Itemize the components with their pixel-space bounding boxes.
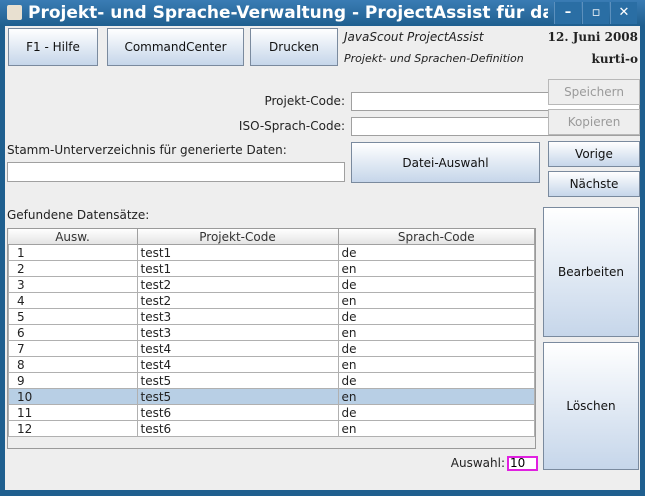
cell-project-code[interactable]: test6: [136, 404, 339, 421]
table-row[interactable]: 6 test3 en: [8, 324, 535, 341]
table-row[interactable]: 8 test4 en: [8, 356, 535, 373]
help-button[interactable]: F1 - Hilfe: [8, 28, 98, 66]
edit-button[interactable]: Bearbeiten: [543, 207, 639, 337]
previous-button[interactable]: Vorige: [548, 141, 640, 167]
table-row[interactable]: 1 test1 de: [8, 244, 535, 261]
cell-language-code[interactable]: en: [337, 324, 535, 341]
column-header-language-code[interactable]: Sprach-Code: [338, 229, 535, 245]
title-bar[interactable]: Projekt- und Sprache-Verwaltung - Projec…: [0, 0, 645, 26]
cell-language-code[interactable]: de: [337, 244, 535, 261]
table-row[interactable]: 5 test3 de: [8, 308, 535, 325]
cell-selection[interactable]: 8: [8, 356, 138, 373]
cell-project-code[interactable]: test5: [136, 372, 339, 389]
cell-selection[interactable]: 4: [8, 292, 138, 309]
cell-selection[interactable]: 5: [8, 308, 138, 325]
table-row[interactable]: 4 test2 en: [8, 292, 535, 309]
cell-language-code[interactable]: de: [337, 276, 535, 293]
cell-selection[interactable]: 12: [8, 420, 138, 437]
java-cup-icon: [7, 5, 22, 20]
cell-project-code[interactable]: test4: [136, 356, 339, 373]
cell-selection[interactable]: 7: [8, 340, 138, 357]
table-row[interactable]: 3 test2 de: [8, 276, 535, 293]
minimize-button[interactable]: –: [554, 2, 581, 24]
cell-selection[interactable]: 9: [8, 372, 138, 389]
directory-label: Stamm-Unterverzeichnis für generierte Da…: [7, 143, 287, 157]
close-button[interactable]: ✕: [610, 2, 637, 24]
table-row[interactable]: 10 test5 en: [8, 388, 535, 405]
cell-selection[interactable]: 1: [8, 244, 138, 261]
commandcenter-button[interactable]: CommandCenter: [107, 28, 244, 66]
table-row[interactable]: 7 test4 de: [8, 340, 535, 357]
selection-input[interactable]: 10: [507, 456, 538, 471]
subtitle: Projekt- und Sprachen-Definition: [344, 52, 524, 65]
cell-project-code[interactable]: test4: [136, 340, 339, 357]
copy-button[interactable]: Kopieren: [548, 109, 640, 135]
table-row[interactable]: 12 test6 en: [8, 420, 535, 437]
column-header-project-code[interactable]: Projekt-Code: [137, 229, 339, 245]
cell-project-code[interactable]: test3: [136, 324, 339, 341]
cell-language-code[interactable]: de: [337, 404, 535, 421]
directory-input[interactable]: [7, 162, 345, 182]
cell-language-code[interactable]: en: [337, 292, 535, 309]
table-row[interactable]: 11 test6 de: [8, 404, 535, 421]
save-button[interactable]: Speichern: [548, 79, 640, 105]
table-row[interactable]: 2 test1 en: [8, 260, 535, 277]
cell-language-code[interactable]: de: [337, 340, 535, 357]
print-button[interactable]: Drucken: [250, 28, 338, 66]
user: kurti-o: [591, 52, 638, 66]
cell-language-code[interactable]: en: [337, 260, 535, 277]
cell-selection[interactable]: 11: [8, 404, 138, 421]
project-code-label: Projekt-Code:: [264, 94, 345, 108]
cell-project-code[interactable]: test2: [136, 276, 339, 293]
cell-language-code[interactable]: en: [337, 356, 535, 373]
cell-language-code[interactable]: de: [337, 372, 535, 389]
cell-language-code[interactable]: de: [337, 308, 535, 325]
column-header-selection[interactable]: Ausw.: [8, 229, 138, 245]
table-row[interactable]: 9 test5 de: [8, 372, 535, 389]
maximize-button[interactable]: ▫: [582, 2, 609, 24]
app-name: JavaScout ProjectAssist: [344, 30, 484, 44]
cell-project-code[interactable]: test6: [136, 420, 339, 437]
cell-project-code[interactable]: test1: [136, 260, 339, 277]
cell-project-code[interactable]: test3: [136, 308, 339, 325]
date: 12. Juni 2008: [547, 30, 638, 44]
cell-project-code[interactable]: test5: [136, 388, 339, 405]
cell-selection[interactable]: 6: [8, 324, 138, 341]
cell-language-code[interactable]: en: [337, 420, 535, 437]
cell-project-code[interactable]: test1: [136, 244, 339, 261]
results-table[interactable]: Ausw. Projekt-Code Sprach-Code 1 test1 de 2…: [7, 228, 536, 449]
next-button[interactable]: Nächste: [548, 171, 640, 197]
cell-language-code[interactable]: en: [337, 388, 535, 405]
cell-selection[interactable]: 3: [8, 276, 138, 293]
window-title: Projekt- und Sprache-Verwaltung - Projec…: [28, 3, 548, 23]
cell-project-code[interactable]: test2: [136, 292, 339, 309]
delete-button[interactable]: Löschen: [543, 342, 639, 470]
file-select-button[interactable]: Datei-Auswahl: [351, 142, 540, 183]
selection-label: Auswahl:: [450, 456, 505, 470]
results-label: Gefundene Datensätze:: [7, 208, 150, 222]
iso-code-label: ISO-Sprach-Code:: [238, 119, 345, 133]
cell-selection[interactable]: 10: [8, 388, 138, 405]
cell-selection[interactable]: 2: [8, 260, 138, 277]
